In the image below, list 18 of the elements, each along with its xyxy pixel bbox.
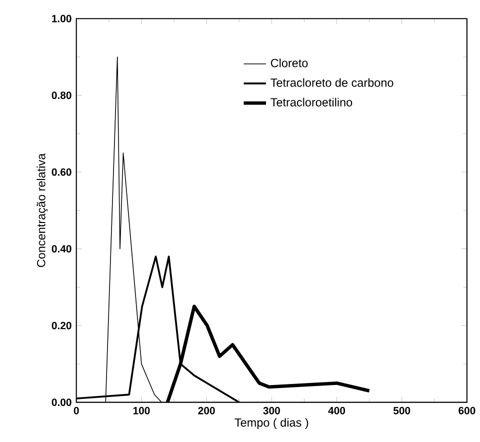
y-tick-label: 0.60 [52,168,72,176]
y-tick-label: 1.00 [52,14,72,22]
x-tick-label: 600 [458,406,476,414]
x-axis-title: Tempo ( dias ) [234,418,308,429]
y-tick-label: 0.20 [52,322,72,330]
y-axis-title: Concentração relativa [36,153,48,267]
legend-label: Tetracloreto de carbono [270,78,394,87]
x-tick-label: 200 [198,406,215,414]
y-tick-label: 0.00 [52,398,72,406]
x-tick-label: 100 [133,406,150,414]
legend-label: Cloreto [270,58,308,68]
x-tick-label: 500 [393,406,410,414]
legend-label: Tetracloroetilino [270,98,352,106]
x-tick-label: 300 [263,406,280,414]
y-tick-label: 0.80 [52,91,72,99]
x-tick-label: 400 [328,406,346,414]
x-tick-label: 0 [74,406,79,414]
y-tick-label: 0.40 [52,244,72,252]
